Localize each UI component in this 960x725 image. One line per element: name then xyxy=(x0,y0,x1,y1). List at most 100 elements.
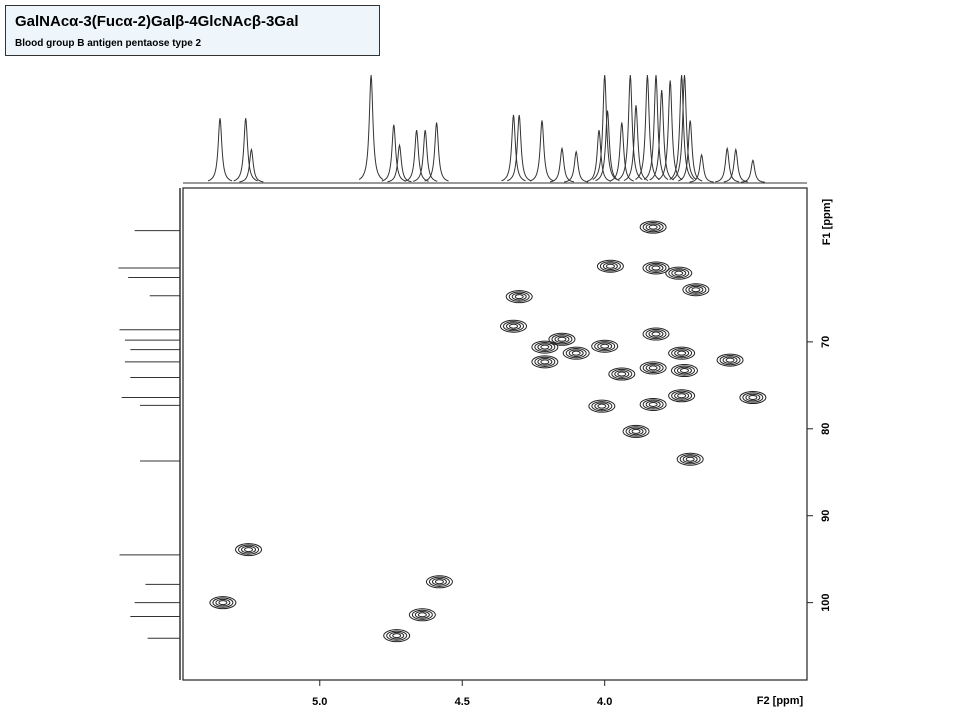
cross-peak-contour xyxy=(534,356,556,367)
cross-peak-contour xyxy=(745,393,761,402)
projection-peak xyxy=(239,147,264,183)
y-tick-label: 70 xyxy=(820,336,832,348)
cross-peak-contour xyxy=(557,336,567,342)
cross-peak-contour xyxy=(509,323,519,329)
cross-peak-contour xyxy=(537,343,553,351)
cross-peak-contour xyxy=(218,600,228,606)
cross-peak-contour xyxy=(617,371,627,377)
chart-subtitle: Blood group B antigen pentaose type 2 xyxy=(15,38,202,49)
cross-peak-contour xyxy=(514,294,524,300)
cross-peak-contour xyxy=(414,611,430,619)
cross-peak-contour xyxy=(212,597,234,608)
cross-peak-contour xyxy=(642,327,670,341)
cross-peak-contour xyxy=(428,576,450,587)
cross-peak-contour xyxy=(677,350,687,356)
cross-peak-contour xyxy=(651,265,661,271)
cross-peak-contour xyxy=(594,402,610,410)
cross-peak-contour xyxy=(597,342,613,351)
cross-peak-contour xyxy=(645,223,661,231)
cross-peak-contour xyxy=(676,452,704,466)
projection-peak xyxy=(740,159,765,183)
projection-peak xyxy=(723,147,748,183)
cross-peak-contour xyxy=(671,269,687,277)
cross-peak-contour xyxy=(408,608,436,622)
cross-peak-contour xyxy=(670,364,698,378)
cross-peak-contour xyxy=(238,544,260,555)
cross-peak-contour xyxy=(562,346,590,360)
projection-peak xyxy=(586,130,612,182)
cross-peak-contour xyxy=(434,579,444,585)
projection-peak xyxy=(549,146,575,183)
cross-peak-contour xyxy=(631,428,641,434)
cross-peak-contour xyxy=(608,367,636,381)
projection-peak xyxy=(404,130,429,182)
cross-peak-contour xyxy=(425,575,453,589)
cross-peak-contour xyxy=(739,390,767,404)
cross-peak-contour xyxy=(568,349,584,357)
cross-peak-contour xyxy=(691,287,701,293)
projection-peak xyxy=(233,118,258,182)
cross-peak-contour xyxy=(645,328,667,340)
cross-peak-contour xyxy=(599,261,621,272)
cross-peak-contour xyxy=(677,393,687,399)
cross-peak-contour xyxy=(611,368,633,380)
cross-peak-contour xyxy=(648,224,658,230)
cross-peak-contour xyxy=(645,364,661,372)
projection-peak xyxy=(689,153,714,183)
cross-peak-contour xyxy=(411,609,433,620)
top-projection xyxy=(207,74,765,183)
cross-peak-contour xyxy=(600,343,610,349)
cross-peak-contour xyxy=(622,424,650,438)
projection-peak xyxy=(609,122,634,182)
x-tick-label: 5.0 xyxy=(312,696,327,708)
cross-peak-contour xyxy=(244,547,254,553)
cross-peak-contour xyxy=(215,598,231,607)
cross-peak-contour xyxy=(386,630,408,641)
cross-peak-contour xyxy=(540,344,550,350)
cross-peak-contour xyxy=(671,390,693,401)
cross-peak-contour xyxy=(685,456,695,462)
cross-peak-contour xyxy=(392,633,402,639)
x-tick-label: 4.0 xyxy=(597,696,612,708)
y-tick-label: 100 xyxy=(820,593,832,611)
projection-peak xyxy=(413,130,438,182)
cross-peak-contour xyxy=(383,629,411,643)
x-tick-label: 4.5 xyxy=(455,696,470,708)
cross-peak-contour xyxy=(235,543,263,557)
cross-peak-contour xyxy=(431,577,447,586)
title-box xyxy=(5,5,380,56)
cross-peak-contour xyxy=(534,341,556,353)
cross-peak-contour xyxy=(505,290,533,304)
projection-peak xyxy=(501,114,526,182)
projection-peak xyxy=(669,74,694,180)
cross-peak-contour xyxy=(625,426,647,437)
cross-peak-contour xyxy=(679,368,689,374)
cross-peak-contour xyxy=(551,334,573,345)
cross-peak-contour xyxy=(614,370,630,378)
projection-peak xyxy=(592,74,617,180)
x-axis-label: F2 [ppm] xyxy=(757,695,804,707)
projection-peak xyxy=(649,90,674,181)
projection-peak xyxy=(618,74,643,180)
cross-peak-contour xyxy=(668,346,696,360)
cross-peak-contour xyxy=(645,400,661,409)
cross-peak-contour xyxy=(642,362,664,374)
projection-peak xyxy=(635,74,660,180)
cross-peak-contour xyxy=(591,339,619,353)
cross-peak-contour xyxy=(591,401,613,412)
cross-peak-contour xyxy=(679,454,701,465)
cross-peak-contour xyxy=(540,359,550,365)
plot-frame xyxy=(182,187,808,681)
projection-peak xyxy=(564,150,589,183)
cross-peak-contour xyxy=(671,348,693,359)
cross-peak-contour xyxy=(565,348,587,359)
cross-peak-contour xyxy=(668,389,696,403)
cross-peak-contour xyxy=(594,341,616,352)
projection-peak xyxy=(381,124,406,182)
projection-peak xyxy=(623,105,649,181)
projection-peak xyxy=(657,80,683,181)
cross-peak-contour xyxy=(676,366,692,375)
cross-peak-contour xyxy=(417,612,427,618)
cross-peak-contour xyxy=(648,365,658,371)
